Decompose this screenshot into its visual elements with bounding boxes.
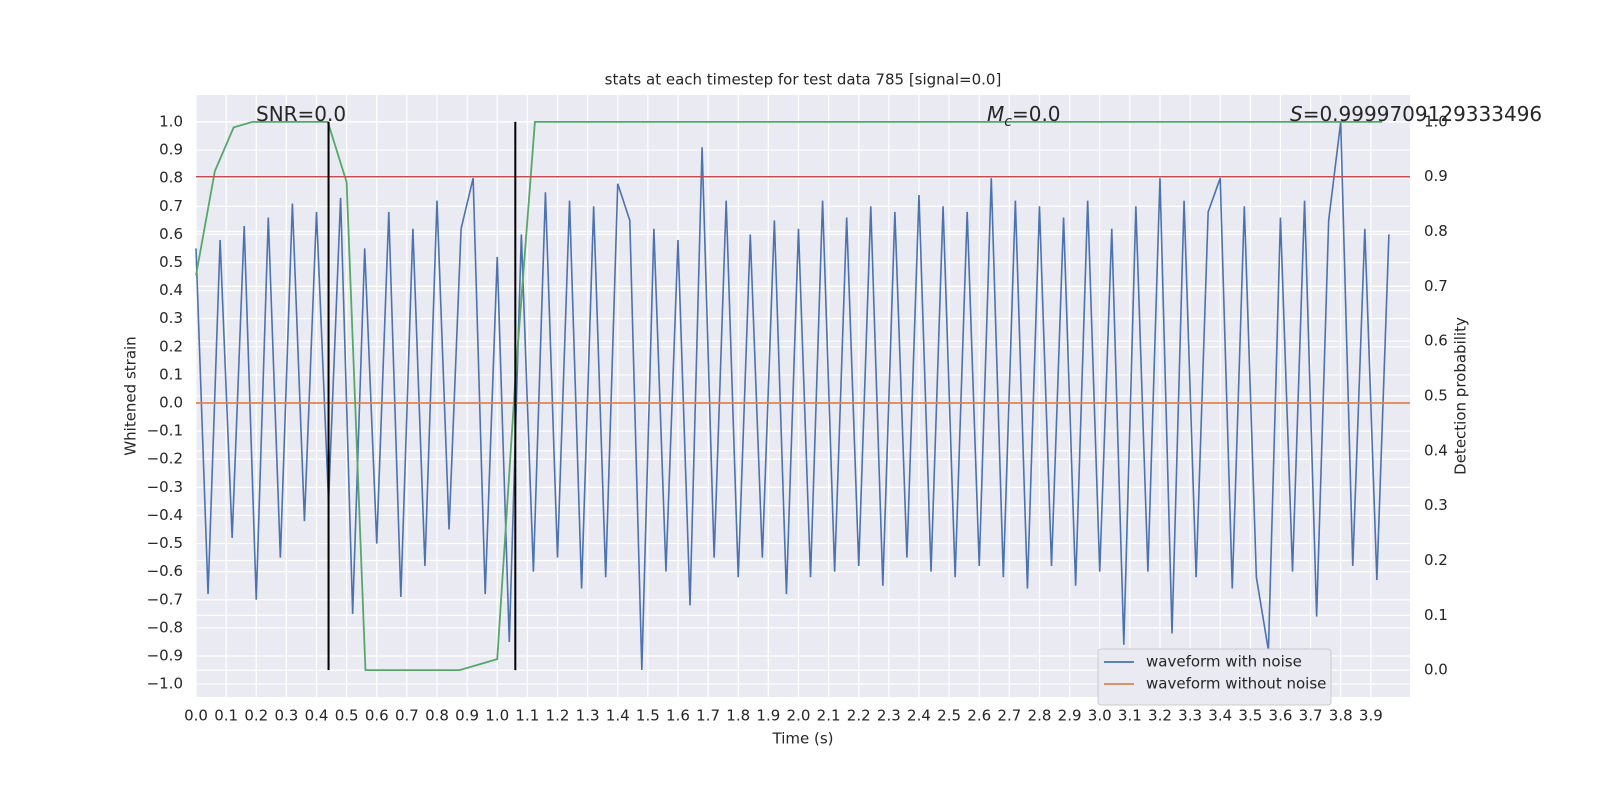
x-tick-label: 2.7 xyxy=(997,707,1021,725)
x-tick-label: 0.8 xyxy=(425,707,449,725)
x-tick-label: 1.4 xyxy=(606,707,630,725)
y-tick-label: 0.2 xyxy=(159,337,183,355)
y2-tick-label: 0.0 xyxy=(1424,661,1448,679)
y-tick-label: 0.1 xyxy=(159,365,183,383)
x-tick-label: 3.3 xyxy=(1178,707,1202,725)
x-tick-label: 2.1 xyxy=(817,707,841,725)
x-tick-label: 3.8 xyxy=(1329,707,1353,725)
annotation-symbol: M xyxy=(987,102,1004,126)
legend-box xyxy=(1097,648,1332,706)
y-tick-label: 0.6 xyxy=(159,225,183,243)
chart-title: stats at each timestep for test data 785… xyxy=(605,71,1002,89)
x-tick-label: 1.7 xyxy=(696,707,720,725)
x-tick-label: 1.3 xyxy=(576,707,600,725)
annotation-text: =0.9999709129333496 xyxy=(1303,102,1542,126)
y2-tick-label: 0.2 xyxy=(1424,551,1448,569)
y-tick-label: −0.8 xyxy=(147,618,183,636)
y-tick-label: −0.7 xyxy=(147,590,183,608)
y-tick-label: −0.3 xyxy=(147,478,183,496)
y-tick-label: 0.9 xyxy=(159,141,183,159)
annotation: SNR=0.0 xyxy=(256,102,346,126)
x-tick-label: 3.0 xyxy=(1088,707,1112,725)
annotation-text: =0.0 xyxy=(1012,102,1061,126)
x-tick-label: 2.4 xyxy=(907,707,931,725)
x-tick-label: 2.0 xyxy=(787,707,811,725)
y2-tick-label: 0.4 xyxy=(1424,441,1448,459)
x-tick-label: 1.0 xyxy=(485,707,509,725)
series-line xyxy=(195,120,1383,672)
x-tick-label: 0.7 xyxy=(395,707,419,725)
annotation-subscript: c xyxy=(1004,114,1012,130)
annotation: Mc=0.0 xyxy=(987,102,1061,130)
x-tick-label: 3.1 xyxy=(1118,707,1142,725)
x-tick-label: 0.6 xyxy=(365,707,389,725)
x-axis-label: Time (s) xyxy=(772,730,834,748)
y2-tick-label: 0.9 xyxy=(1424,167,1448,185)
x-tick-label: 0.0 xyxy=(184,707,208,725)
x-tick-label: 3.5 xyxy=(1238,707,1262,725)
y-tick-label: 0.4 xyxy=(159,281,183,299)
annotation-text: SNR=0.0 xyxy=(256,102,346,126)
x-tick-label: 0.9 xyxy=(455,707,479,725)
legend-label: waveform with noise xyxy=(1146,653,1302,671)
y2-tick-label: 0.5 xyxy=(1424,387,1448,405)
x-tick-label: 3.7 xyxy=(1299,707,1323,725)
x-tick-label: 0.3 xyxy=(274,707,298,725)
y2-tick-label: 0.8 xyxy=(1424,222,1448,240)
series-line xyxy=(195,121,1390,671)
y-tick-label: 0.5 xyxy=(159,253,183,271)
x-tick-label: 2.2 xyxy=(847,707,871,725)
x-tick-label: 3.6 xyxy=(1269,707,1293,725)
x-tick-label: 2.5 xyxy=(937,707,961,725)
annotation: S=0.9999709129333496 xyxy=(1290,102,1542,126)
y-tick-label: −0.5 xyxy=(147,534,183,552)
x-tick-label: 0.4 xyxy=(305,707,329,725)
x-tick-label: 1.2 xyxy=(546,707,570,725)
y2-tick-label: 1.0 xyxy=(1424,112,1448,130)
y2-tick-label: 0.1 xyxy=(1424,606,1448,624)
legend: waveform with noise waveform without nois… xyxy=(1097,648,1332,706)
y-tick-label: 0.8 xyxy=(159,169,183,187)
x-tick-label: 1.9 xyxy=(756,707,780,725)
x-tick-label: 1.6 xyxy=(666,707,690,725)
y-tick-label: 1.0 xyxy=(159,112,183,130)
x-tick-label: 2.3 xyxy=(877,707,901,725)
y-tick-label: 0.3 xyxy=(159,309,183,327)
x-tick-label: 1.5 xyxy=(636,707,660,725)
y-tick-label: −0.6 xyxy=(147,562,183,580)
y-tick-label: −0.9 xyxy=(147,646,183,664)
y-tick-label: −0.1 xyxy=(147,422,183,440)
x-tick-label: 3.4 xyxy=(1208,707,1232,725)
y2-tick-label: 0.6 xyxy=(1424,332,1448,350)
marks xyxy=(195,120,1410,672)
y2-axis-label: Detection probability xyxy=(1452,317,1470,475)
y-tick-label: −0.2 xyxy=(147,450,183,468)
y-axis-label: Whitened strain xyxy=(122,336,140,455)
y2-tick-label: 0.3 xyxy=(1424,496,1448,514)
x-tick-label: 1.8 xyxy=(726,707,750,725)
x-tick-label: 3.9 xyxy=(1359,707,1383,725)
x-tick-label: 0.2 xyxy=(244,707,268,725)
annotation-symbol: S xyxy=(1290,102,1303,126)
y-tick-label: 0.0 xyxy=(159,394,183,412)
legend-label: waveform without noise xyxy=(1146,675,1326,693)
x-tick-label: 1.1 xyxy=(515,707,539,725)
x-tick-label: 3.2 xyxy=(1148,707,1172,725)
x-tick-label: 2.6 xyxy=(967,707,991,725)
x-tick-label: 2.9 xyxy=(1058,707,1082,725)
x-tick-label: 0.1 xyxy=(214,707,238,725)
x-tick-label: 0.5 xyxy=(335,707,359,725)
y-tick-label: 0.7 xyxy=(159,197,183,215)
y-tick-label: −0.4 xyxy=(147,506,183,524)
x-tick-label: 2.8 xyxy=(1028,707,1052,725)
y-tick-label: −1.0 xyxy=(147,675,183,693)
y2-tick-label: 0.7 xyxy=(1424,277,1448,295)
